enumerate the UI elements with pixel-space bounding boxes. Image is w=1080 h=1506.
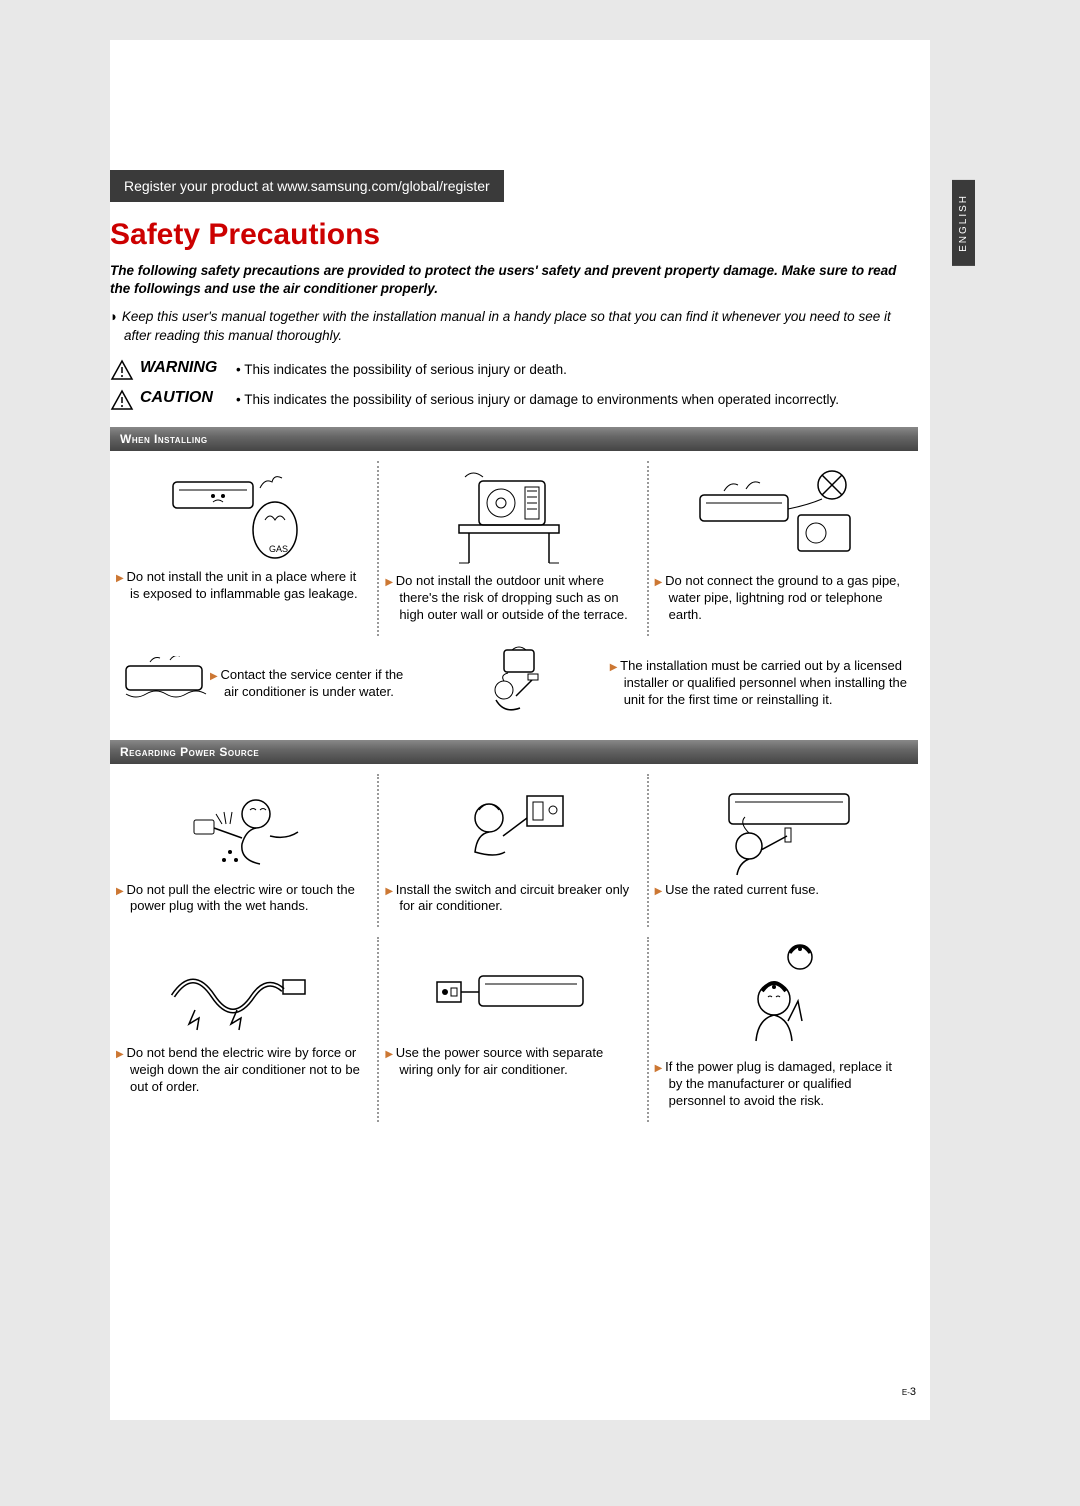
install-cell-4: Contact the service center if the air co…: [110, 642, 428, 726]
installing-grid-row1: GAS Do not install the unit in a place w…: [110, 461, 918, 636]
page-number: E-3: [902, 1386, 916, 1398]
circuit-breaker-illustration: [385, 780, 632, 876]
install-text-4: Contact the service center if the air co…: [210, 667, 418, 701]
installer-illustration: [438, 646, 589, 716]
install-text-5: The installation must be carried out by …: [610, 658, 908, 709]
power-cell-2: Install the switch and circuit breaker o…: [379, 774, 648, 928]
warning-label: WARNING: [140, 359, 236, 377]
section-header-power: Regarding Power Source: [110, 740, 918, 764]
install-cell-5-illus: [428, 642, 599, 726]
power-grid-row2: Do not bend the electric wire by force o…: [110, 937, 918, 1122]
install-text-3: Do not connect the ground to a gas pipe,…: [655, 573, 904, 624]
install-text-2: Do not install the outdoor unit where th…: [385, 573, 632, 624]
bend-wire-illustration: [116, 943, 363, 1039]
outdoor-unit-illustration: [385, 467, 632, 567]
svg-text:GAS: GAS: [269, 544, 288, 554]
caution-triangle-icon: [110, 389, 134, 413]
page: ENGLISH Register your product at www.sam…: [110, 40, 930, 1420]
page-title: Safety Precautions: [110, 218, 918, 252]
install-cell-2: Do not install the outdoor unit where th…: [379, 461, 648, 636]
qualified-personnel-illustration: [655, 943, 904, 1053]
power-text-4: Do not bend the electric wire by force o…: [116, 1045, 363, 1096]
installing-grid-row2: Contact the service center if the air co…: [110, 642, 918, 726]
power-cell-6: If the power plug is damaged, replace it…: [649, 937, 918, 1122]
power-cell-1: Do not pull the electric wire or touch t…: [110, 774, 379, 928]
warning-triangle-icon: [110, 359, 134, 383]
wet-hands-illustration: [116, 780, 363, 876]
power-text-5: Use the power source with separate wirin…: [385, 1045, 632, 1079]
power-grid-row1: Do not pull the electric wire or touch t…: [110, 774, 918, 928]
separate-wiring-illustration: [385, 943, 632, 1039]
caution-row: CAUTION This indicates the possibility o…: [110, 389, 918, 413]
install-cell-3: Do not connect the ground to a gas pipe,…: [649, 461, 918, 636]
install-cell-1: GAS Do not install the unit in a place w…: [110, 461, 379, 636]
register-bar: Register your product at www.samsung.com…: [110, 170, 504, 202]
gas-leakage-illustration: GAS: [116, 467, 363, 563]
power-cell-4: Do not bend the electric wire by force o…: [110, 937, 379, 1122]
power-cell-5: Use the power source with separate wirin…: [379, 937, 648, 1122]
install-text-1: Do not install the unit in a place where…: [116, 569, 363, 603]
ground-connection-illustration: [655, 467, 904, 567]
language-tab: ENGLISH: [952, 180, 975, 266]
caution-label: CAUTION: [140, 389, 236, 407]
install-cell-5-text: The installation must be carried out by …: [600, 642, 918, 726]
power-text-3: Use the rated current fuse.: [655, 882, 904, 899]
intro-note-text: Keep this user's manual together with th…: [110, 308, 918, 344]
fuse-illustration: [655, 780, 904, 876]
page-number-prefix: E-: [902, 1388, 910, 1397]
content-area: Register your product at www.samsung.com…: [110, 40, 930, 1122]
warning-row: WARNING This indicates the possibility o…: [110, 359, 918, 383]
under-water-illustration: [120, 656, 210, 706]
caution-text: This indicates the possibility of seriou…: [236, 389, 839, 409]
section-header-installing: When Installing: [110, 427, 918, 451]
intro-bold-text: The following safety precautions are pro…: [110, 262, 918, 298]
page-number-value: 3: [910, 1386, 916, 1398]
power-text-2: Install the switch and circuit breaker o…: [385, 882, 632, 916]
warning-text: This indicates the possibility of seriou…: [236, 359, 567, 379]
power-text-1: Do not pull the electric wire or touch t…: [116, 882, 363, 916]
power-cell-3: Use the rated current fuse.: [649, 774, 918, 928]
power-text-6: If the power plug is damaged, replace it…: [655, 1059, 904, 1110]
